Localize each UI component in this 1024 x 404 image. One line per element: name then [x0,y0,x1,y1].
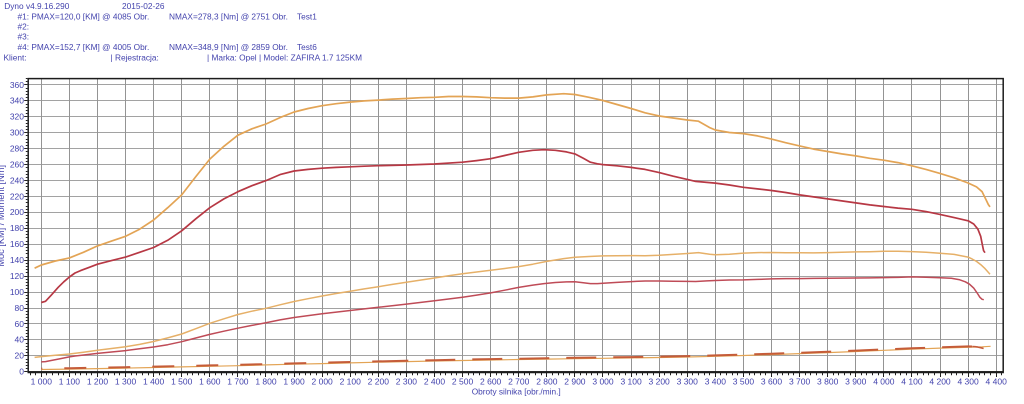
svg-text:120: 120 [10,271,24,281]
svg-text:360: 360 [10,80,24,90]
svg-text:3 600: 3 600 [761,377,783,387]
svg-text:280: 280 [10,143,24,153]
svg-text:320: 320 [10,112,24,122]
svg-text:2 200: 2 200 [368,377,390,387]
svg-text:1 900: 1 900 [283,377,305,387]
svg-text:220: 220 [10,191,24,201]
svg-text:2 800: 2 800 [536,377,558,387]
svg-text:240: 240 [10,175,24,185]
svg-text:| Marka: Opel | Model: ZAFIRA: | Marka: Opel | Model: ZAFIRA 1.7 125KM [207,53,362,63]
svg-text:Obroty silnika [obr./min.]: Obroty silnika [obr./min.] [472,386,561,396]
svg-text:4 000: 4 000 [873,377,895,387]
svg-text:160: 160 [10,239,24,249]
svg-text:Klient:: Klient: [4,53,27,63]
svg-text:2 000: 2 000 [312,377,334,387]
svg-text:1 300: 1 300 [115,377,137,387]
svg-text:100: 100 [10,287,24,297]
svg-text:2 900: 2 900 [564,377,586,387]
svg-text:NMAX=278,3 [Nm] @ 2751 Obr.: NMAX=278,3 [Nm] @ 2751 Obr. [169,11,288,21]
svg-text:20: 20 [15,351,25,361]
svg-text:300: 300 [10,128,24,138]
svg-text:Test6: Test6 [297,42,317,52]
svg-text:0: 0 [19,367,24,377]
svg-text:1 000: 1 000 [31,377,53,387]
svg-text:2 100: 2 100 [340,377,362,387]
svg-text:| Rejestracja:: | Rejestracja: [111,53,159,63]
svg-text:#1: PMAX=120,0 [KM] @ 4085 Obr: #1: PMAX=120,0 [KM] @ 4085 Obr. [18,11,150,21]
svg-text:180: 180 [10,223,24,233]
svg-text:3 700: 3 700 [789,377,811,387]
svg-text:1 100: 1 100 [59,377,81,387]
svg-text:200: 200 [10,207,24,217]
svg-text:4 400: 4 400 [986,377,1008,387]
svg-text:Test1: Test1 [297,11,317,21]
svg-text:60: 60 [15,319,25,329]
svg-text:3 900: 3 900 [845,377,867,387]
svg-text:2015-02-26: 2015-02-26 [122,1,165,11]
svg-text:#2:: #2: [18,22,30,32]
svg-text:260: 260 [10,159,24,169]
svg-text:3 200: 3 200 [649,377,671,387]
svg-text:NMAX=348,9 [Nm] @ 2859 Obr.: NMAX=348,9 [Nm] @ 2859 Obr. [169,42,288,52]
svg-text:1 400: 1 400 [143,377,165,387]
svg-text:40: 40 [15,335,25,345]
svg-text:#4: PMAX=152,7 [KM] @ 4005 Obr: #4: PMAX=152,7 [KM] @ 4005 Obr. [18,42,150,52]
svg-text:Moc [KM] / Moment [Nm]: Moc [KM] / Moment [Nm] [0,165,6,267]
svg-text:#3:: #3: [18,32,30,42]
svg-text:3 500: 3 500 [733,377,755,387]
svg-text:1 800: 1 800 [255,377,277,387]
svg-text:Dyno v4.9.16.290: Dyno v4.9.16.290 [4,1,69,11]
svg-text:4 200: 4 200 [929,377,951,387]
svg-text:2 300: 2 300 [396,377,418,387]
svg-text:3 300: 3 300 [677,377,699,387]
svg-text:80: 80 [15,303,25,313]
svg-text:2 600: 2 600 [480,377,502,387]
svg-text:3 800: 3 800 [817,377,839,387]
svg-text:340: 340 [10,96,24,106]
svg-text:3 100: 3 100 [620,377,642,387]
svg-text:1 700: 1 700 [227,377,249,387]
svg-text:4 300: 4 300 [957,377,979,387]
svg-text:1 500: 1 500 [171,377,193,387]
svg-text:1 200: 1 200 [87,377,109,387]
svg-text:3 000: 3 000 [592,377,614,387]
svg-text:4 100: 4 100 [901,377,923,387]
svg-text:1 600: 1 600 [199,377,221,387]
svg-text:2 400: 2 400 [424,377,446,387]
svg-text:140: 140 [10,255,24,265]
svg-text:2 500: 2 500 [452,377,474,387]
svg-text:3 400: 3 400 [705,377,727,387]
svg-text:2 700: 2 700 [508,377,530,387]
